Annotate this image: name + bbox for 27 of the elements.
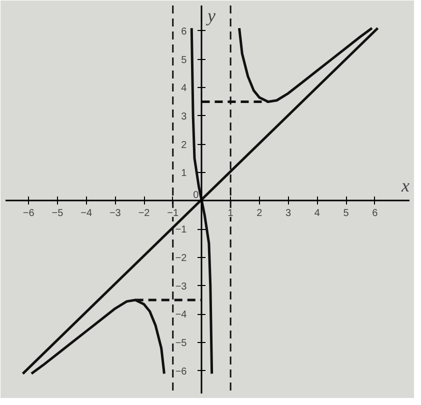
annotation: 0 bbox=[193, 190, 200, 201]
y-tick-label: −5 bbox=[175, 338, 188, 350]
y-tick-label: 6 bbox=[181, 26, 188, 38]
x-tick-label: −2 bbox=[138, 208, 150, 219]
y-tick-label: −1 bbox=[175, 224, 188, 236]
x-tick-label: 2 bbox=[256, 208, 263, 219]
y-tick-label: −3 bbox=[175, 281, 188, 292]
x-tick-label: 6 bbox=[372, 208, 378, 219]
x-tick-label: 3 bbox=[286, 208, 292, 219]
x-tick-label: −5 bbox=[52, 208, 64, 219]
x-tick-label: 4 bbox=[314, 208, 320, 219]
x-tick-label: 1 bbox=[228, 208, 234, 219]
y-tick-label: 1 bbox=[181, 168, 188, 180]
y-tick-label: −4 bbox=[175, 310, 188, 321]
y-tick-label: −6 bbox=[175, 366, 188, 378]
y-tick-label: −2 bbox=[175, 253, 188, 264]
y-tick-label: 4 bbox=[181, 83, 188, 94]
x-axis-title: x bbox=[400, 175, 410, 196]
y-tick-label: 3 bbox=[181, 111, 188, 122]
x-tick-label: 5 bbox=[343, 208, 350, 219]
y-tick-label: 5 bbox=[181, 54, 188, 66]
x-tick-label: −4 bbox=[80, 208, 92, 219]
x-tick-label: −3 bbox=[109, 208, 122, 219]
y-tick-label: 2 bbox=[181, 140, 188, 151]
y-axis-title: y bbox=[206, 6, 216, 26]
x-tick-label: −6 bbox=[22, 208, 35, 219]
x-tick-label: −1 bbox=[167, 208, 180, 219]
